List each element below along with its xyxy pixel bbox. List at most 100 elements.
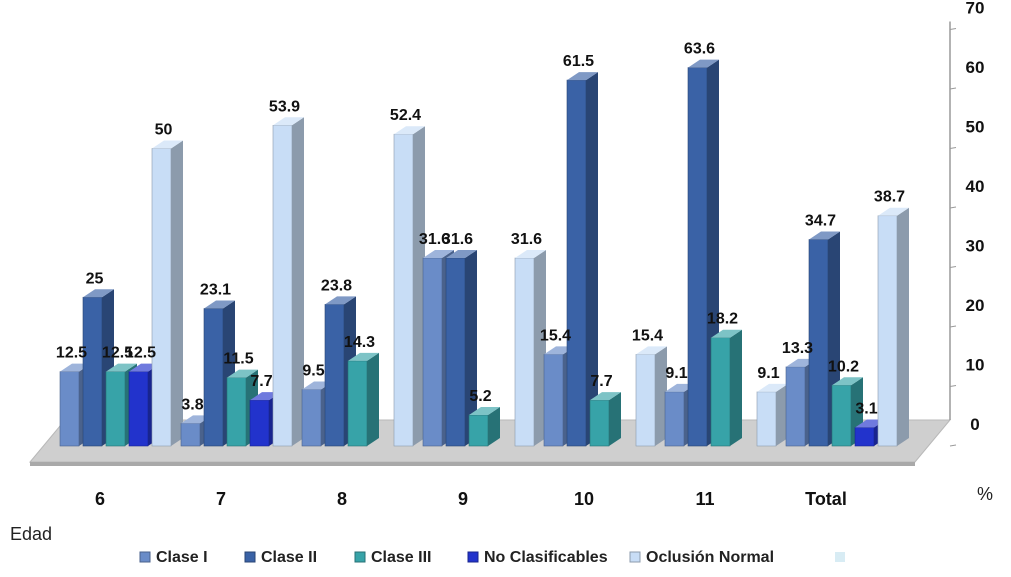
bar-oclusi-n-normal-10	[635, 346, 667, 447]
bar-front	[324, 304, 345, 447]
value-label-clase-ii-10: 61.5	[563, 53, 594, 70]
bar-front	[445, 257, 466, 447]
value-label-oclusi-n-normal-8: 52.4	[390, 107, 421, 124]
y-tick-mark	[949, 147, 957, 149]
value-label-clase-iii-7: 11.5	[223, 351, 253, 368]
bar-front	[854, 427, 875, 447]
category-label-6: 6	[95, 489, 105, 509]
bar-oclusi-n-normal-7	[272, 117, 304, 447]
legend-label: Clase I	[156, 549, 208, 566]
bar-side	[465, 249, 477, 446]
y-tick-mark	[949, 444, 957, 447]
bar-top	[515, 249, 546, 258]
bar-clase-ii-10	[566, 72, 598, 447]
value-label-oclusi-n-normal-9: 31.6	[511, 231, 542, 248]
legend-swatch	[139, 551, 151, 563]
y-tick-label-0: 0	[970, 415, 979, 434]
bar-clase-iii-11	[710, 329, 742, 447]
bar-front	[664, 391, 685, 447]
value-label-clase-ii-11: 63.6	[684, 41, 715, 58]
bar-side	[534, 249, 546, 446]
y-tick-label-40: 40	[966, 177, 985, 196]
bar-oclusi-n-normal-11	[756, 383, 788, 447]
bar-oclusi-n-normal-total	[877, 207, 909, 447]
y-tick-mark	[949, 266, 957, 268]
bar-front	[514, 257, 535, 447]
value-label-clase-iii-10: 7.7	[590, 373, 612, 390]
bar-top	[636, 346, 667, 355]
y-tick-mark	[949, 87, 957, 90]
value-label-no-clasificables-total: 3.1	[855, 401, 877, 418]
bar-top	[273, 117, 304, 126]
x-axis-label: Edad	[10, 524, 52, 544]
bar-side	[367, 352, 379, 446]
value-label-clase-i-9: 31.6	[419, 231, 450, 248]
bar-top	[204, 300, 235, 309]
legend-swatch	[354, 551, 366, 563]
bar-oclusi-n-normal-8	[393, 126, 425, 447]
bar-clase-iii-9	[468, 407, 500, 447]
bar-top	[83, 289, 114, 298]
bar-top	[757, 383, 788, 392]
value-label-clase-ii-6: 25	[86, 270, 104, 287]
y-tick-label-70: 70	[966, 0, 985, 18]
bar-top	[711, 329, 742, 338]
bar-top	[809, 231, 840, 240]
legend-swatch	[629, 551, 641, 563]
bar-side	[292, 117, 304, 447]
category-label-11: 11	[695, 489, 714, 509]
y-tick-label-50: 50	[966, 118, 985, 137]
value-label-clase-ii-total: 34.7	[805, 213, 836, 230]
legend-item-clase-iii: Clase III	[354, 549, 431, 566]
bar-top	[832, 377, 863, 386]
value-label-clase-i-11: 9.1	[665, 365, 687, 382]
value-label-oclusi-n-normal-total: 38.7	[874, 189, 905, 206]
category-label-10: 10	[574, 489, 594, 509]
bar-top	[227, 369, 258, 378]
category-label-8: 8	[337, 489, 347, 509]
y-tick-mark	[949, 325, 957, 328]
bar-side	[655, 346, 667, 446]
y-tick-label-30: 30	[966, 237, 985, 256]
value-label-clase-i-total: 13.3	[782, 340, 813, 357]
bar-clase-ii-9	[445, 249, 477, 447]
bar-front	[249, 399, 270, 447]
bar-side	[413, 126, 425, 446]
bar-front	[151, 148, 172, 447]
bar-top	[325, 296, 356, 305]
category-label-9: 9	[458, 489, 468, 509]
legend-label: No Clasificables	[484, 549, 608, 566]
value-label-no-clasificables-6: 12.5	[125, 345, 156, 362]
legend-label: Clase II	[261, 549, 317, 566]
value-label-clase-iii-total: 10.2	[828, 358, 859, 375]
bar-top	[590, 392, 621, 401]
y-tick-label-20: 20	[966, 296, 985, 315]
value-label-clase-ii-7: 23.1	[200, 282, 231, 299]
bar-top	[152, 140, 183, 149]
bar-front	[226, 377, 247, 447]
bar-side	[488, 407, 500, 446]
bar-top	[878, 207, 909, 216]
bar-front	[831, 385, 852, 447]
bar-oclusi-n-normal-9	[514, 249, 546, 447]
value-label-oclusi-n-normal-10: 15.4	[632, 327, 663, 344]
y-tick-mark	[949, 28, 957, 30]
bar-front	[756, 391, 777, 447]
bar-clase-iii-8	[347, 352, 379, 447]
value-label-clase-i-7: 3.8	[181, 396, 203, 413]
bar-side	[609, 392, 621, 446]
legend-label: Clase III	[371, 549, 431, 566]
value-label-clase-iii-6: 12.5	[102, 345, 133, 362]
bar-oclusi-n-normal-6	[151, 140, 183, 447]
bars	[59, 59, 909, 447]
value-label-no-clasificables-7: 7.7	[250, 373, 272, 390]
bar-front	[566, 79, 587, 447]
legend-label: Oclusión Normal	[646, 549, 774, 566]
legend-swatch-extra	[835, 552, 845, 562]
bar-side	[586, 72, 598, 446]
bar-top	[567, 72, 598, 81]
y-tick-mark	[949, 206, 957, 209]
y-axis-ticks: 0 10 20 30 40 50 60 70	[949, 0, 985, 447]
value-label-clase-iii-8: 14.3	[344, 334, 375, 351]
